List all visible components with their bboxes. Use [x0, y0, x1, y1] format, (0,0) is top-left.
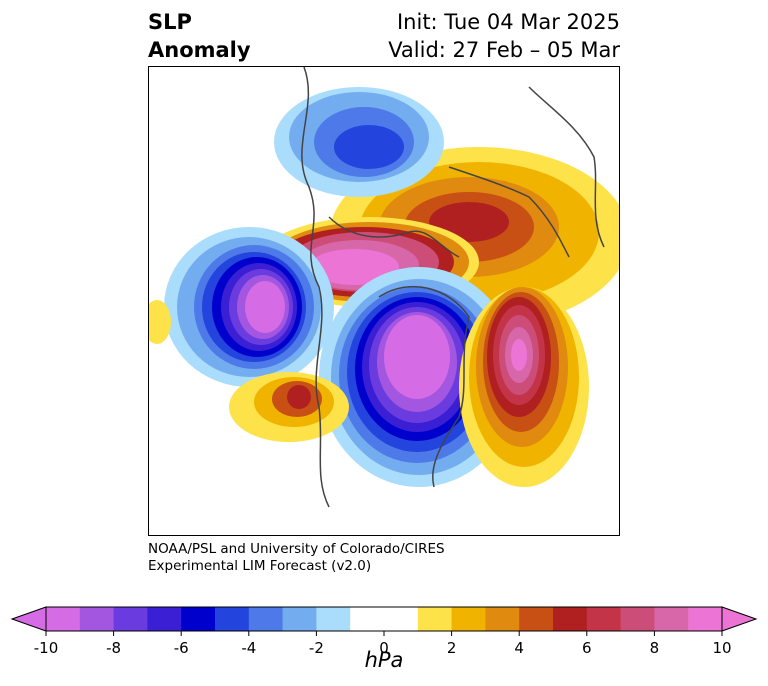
colorbar-swatch	[586, 607, 622, 631]
colorbar-tick-label: 10	[712, 639, 731, 657]
colorbar: -10 -8 -6 -4 -2 0 2 4 6 8 10	[10, 606, 758, 657]
anomaly-map	[148, 66, 620, 536]
negative-anomaly-canada	[319, 267, 519, 487]
colorbar-unit: hPa	[364, 648, 404, 672]
colorbar-swatch	[113, 607, 148, 631]
init-date: Init: Tue 04 Mar 2025	[396, 10, 620, 34]
credit-text: NOAA/PSL and University of Colorado/CIRE…	[148, 541, 445, 575]
colorbar-tick-label: 0	[379, 639, 389, 657]
colorbar-tick-label: 8	[650, 639, 660, 657]
colorbar-swatch	[248, 607, 284, 631]
positive-anomaly-edge	[149, 300, 171, 344]
colorbar-swatch	[654, 607, 689, 631]
anomaly-map-canvas	[149, 67, 619, 508]
credit-line-2: Experimental LIM Forecast (v2.0)	[148, 558, 372, 574]
colorbar-swatch	[181, 607, 216, 631]
colorbar-tick-label: 6	[582, 639, 592, 657]
colorbar-swatches	[46, 607, 723, 631]
colorbar-swatch	[620, 607, 655, 631]
colorbar-swatch	[553, 607, 588, 631]
positive-anomaly-atlantic	[459, 287, 589, 487]
colorbar-swatch	[282, 607, 317, 631]
colorbar-tick-label: 4	[514, 639, 524, 657]
colorbar-swatch	[451, 607, 486, 631]
forecast-dates: Init: Tue 04 Mar 2025 Valid: 27 Feb – 05…	[388, 8, 620, 64]
map-title: SLP Anomaly	[148, 8, 251, 64]
colorbar-swatch	[688, 607, 723, 631]
colorbar-swatch	[147, 607, 182, 631]
negative-anomaly-arctic	[274, 87, 444, 197]
colorbar-tick-label: -10	[34, 639, 59, 657]
coastlines	[301, 67, 605, 508]
colorbar-swatch	[485, 607, 520, 631]
colorbar-tick-label: -4	[241, 639, 256, 657]
colorbar-swatch	[316, 607, 351, 631]
title-line-2: Anomaly	[148, 38, 251, 62]
valid-range: Valid: 27 Feb – 05 Mar	[388, 38, 620, 62]
colorbar-swatch	[79, 607, 115, 631]
title-line-1: SLP	[148, 10, 192, 34]
colorbar-swatch	[350, 607, 385, 631]
colorbar-tick-label: -6	[174, 639, 189, 657]
positive-anomaly-pacific-nw	[229, 372, 349, 442]
colorbar-extend-high	[721, 606, 758, 632]
colorbar-tick-label: -2	[309, 639, 324, 657]
colorbar-tick-label: 2	[447, 639, 457, 657]
colorbar-swatch	[384, 607, 419, 631]
colorbar-swatch	[519, 607, 554, 631]
negative-anomaly-pacific	[164, 227, 334, 387]
colorbar-swatch	[417, 607, 453, 631]
colorbar-ticks: -10 -8 -6 -4 -2 0 2 4 6 8 10	[34, 631, 732, 657]
colorbar-extend-low	[10, 606, 47, 632]
colorbar-tick-label: -8	[106, 639, 121, 657]
credit-line-1: NOAA/PSL and University of Colorado/CIRE…	[148, 541, 445, 557]
colorbar-swatch	[215, 607, 250, 631]
colorbar-swatch	[46, 607, 81, 631]
